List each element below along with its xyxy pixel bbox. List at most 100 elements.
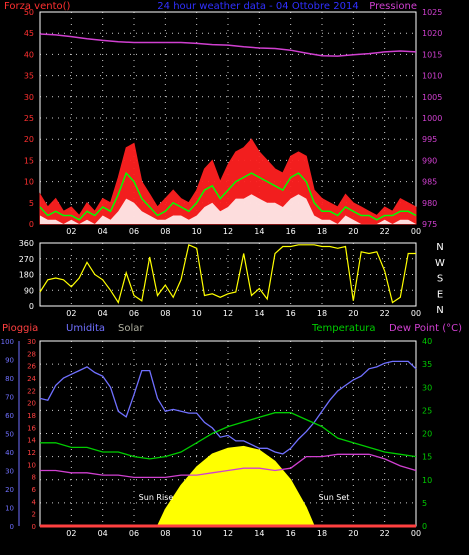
wind-chart-x-tick-label: 02 — [66, 227, 76, 236]
climate-chart-x-tick-label: 04 — [98, 529, 108, 538]
temperature-y-tick-label: 5 — [422, 499, 427, 508]
direction-chart-x-tick-label: 18 — [317, 309, 327, 318]
wind-chart-x-tick-label: 16 — [286, 227, 296, 236]
rain-y-tick-label: 16 — [27, 424, 36, 432]
rain-y-tick-label: 4 — [32, 498, 37, 506]
direction-chart-x-tick-label: 00 — [411, 309, 421, 318]
rain-y-tick-label: 14 — [27, 437, 36, 445]
compass-label: W — [435, 258, 445, 269]
chart-title: 24 hour weather data - 04 Ottobre 2014 — [157, 1, 358, 12]
direction-y-tick-label: 0 — [29, 302, 34, 311]
humidity-y-tick-label: 0 — [10, 523, 14, 531]
climate-chart-x-tick-label: 22 — [380, 529, 390, 538]
climate-chart-x-tick-label: 20 — [348, 529, 358, 538]
pressure-y-tick-label: 1010 — [422, 72, 442, 81]
wind-y-tick-label: 25 — [24, 114, 34, 123]
compass-label: S — [437, 274, 443, 285]
sun-rise-annotation: Sun Rise — [139, 493, 174, 502]
humidity-y-tick-label: 20 — [5, 486, 14, 494]
rain-label: Pioggia — [2, 323, 38, 334]
rain-y-tick-label: 12 — [27, 449, 36, 457]
rain-y-tick-label: 26 — [27, 363, 36, 371]
humidity-y-tick-label: 10 — [5, 505, 14, 513]
rain-y-tick-label: 6 — [32, 486, 37, 494]
climate-chart-x-tick-label: 08 — [160, 529, 170, 538]
humidity-label: Umidita — [66, 323, 105, 334]
pressure-y-tick-label: 995 — [422, 135, 437, 144]
rain-y-tick-label: 20 — [27, 400, 36, 408]
temperature-series — [40, 412, 417, 460]
temperature-y-tick-label: 40 — [422, 337, 432, 346]
wind-chart-x-tick-label: 22 — [380, 227, 390, 236]
dew-point-label: Dew Point (°C) — [389, 323, 462, 334]
wind-chart-x-tick-label: 20 — [348, 227, 358, 236]
direction-y-tick-label: 270 — [19, 255, 34, 264]
wind-avg-series — [39, 171, 417, 221]
rain-y-tick-label: 24 — [27, 375, 36, 383]
temperature-y-tick-label: 15 — [422, 453, 432, 462]
pressure-series — [39, 33, 417, 57]
pressure-y-tick-label: 985 — [422, 178, 437, 187]
climate-chart-x-tick-label: 06 — [129, 529, 139, 538]
temperature-y-tick-label: 20 — [422, 430, 432, 439]
wind-axis-label: Forza vento() — [4, 1, 71, 12]
temperature-y-tick-label: 0 — [422, 522, 427, 531]
humidity-y-tick-label: 30 — [5, 468, 14, 476]
direction-chart-x-tick-label: 16 — [286, 309, 296, 318]
climate-chart-x-tick-label: 16 — [286, 529, 296, 538]
humidity-y-tick-label: 90 — [5, 357, 14, 365]
direction-chart-x-tick-label: 04 — [98, 309, 108, 318]
rain-y-tick-label: 30 — [27, 338, 36, 346]
wind-chart-x-tick-label: 18 — [317, 227, 327, 236]
rain-y-tick-label: 28 — [27, 350, 36, 358]
direction-y-tick-label: 360 — [19, 239, 34, 248]
pressure-y-tick-label: 990 — [422, 156, 437, 165]
pressure-y-tick-label: 1000 — [422, 114, 442, 123]
direction-chart-x-tick-label: 20 — [348, 309, 358, 318]
temperature-y-tick-label: 25 — [422, 406, 432, 415]
pressure-y-tick-label: 975 — [422, 220, 437, 229]
wind-y-tick-label: 30 — [24, 93, 34, 102]
sun-set-annotation: Sun Set — [319, 493, 350, 502]
pressure-y-tick-label: 1025 — [422, 8, 442, 17]
wind-direction-series — [39, 243, 416, 304]
rain-y-tick-label: 2 — [32, 511, 36, 519]
direction-chart-x-tick-label: 22 — [380, 309, 390, 318]
temperature-y-tick-label: 35 — [422, 360, 432, 369]
wind-chart-x-tick-label: 08 — [160, 227, 170, 236]
temperature-y-tick-label: 10 — [422, 476, 432, 485]
direction-y-tick-label: 180 — [19, 271, 34, 280]
humidity-series — [39, 360, 417, 455]
humidity-y-tick-label: 60 — [5, 412, 14, 420]
climate-chart-x-tick-label: 02 — [66, 529, 76, 538]
wind-chart-x-tick-label: 10 — [192, 227, 202, 236]
pressure-y-tick-label: 1020 — [422, 29, 442, 38]
wind-y-tick-label: 10 — [24, 178, 34, 187]
wind-y-tick-label: 35 — [24, 72, 34, 81]
wind-chart-x-tick-label: 00 — [411, 227, 421, 236]
rain-y-tick-label: 0 — [32, 523, 36, 531]
wind-y-tick-label: 50 — [24, 8, 34, 17]
rain-y-tick-label: 22 — [27, 387, 36, 395]
humidity-y-tick-label: 40 — [5, 449, 14, 457]
rain-y-tick-label: 10 — [27, 461, 36, 469]
humidity-y-tick-label: 80 — [5, 375, 14, 383]
temperature-y-tick-label: 30 — [422, 383, 432, 392]
climate-chart-x-tick-label: 00 — [411, 529, 421, 538]
wind-y-tick-label: 40 — [24, 50, 34, 59]
solar-label: Solar — [118, 323, 144, 334]
wind-chart-x-tick-label: 06 — [129, 227, 139, 236]
direction-chart-x-tick-label: 12 — [223, 309, 233, 318]
humidity-y-tick-label: 100 — [1, 338, 14, 346]
wind-y-tick-label: 0 — [29, 220, 34, 229]
direction-chart-x-tick-label: 10 — [192, 309, 202, 318]
humidity-y-tick-label: 70 — [5, 394, 14, 402]
climate-chart-x-tick-label: 14 — [254, 529, 264, 538]
climate-chart-x-tick-label: 18 — [317, 529, 327, 538]
wind-chart-x-tick-label: 12 — [223, 227, 233, 236]
wind-y-tick-label: 20 — [24, 135, 34, 144]
direction-chart-x-tick-label: 14 — [254, 309, 264, 318]
compass-label: E — [437, 289, 443, 300]
wind-y-tick-label: 45 — [24, 29, 34, 38]
